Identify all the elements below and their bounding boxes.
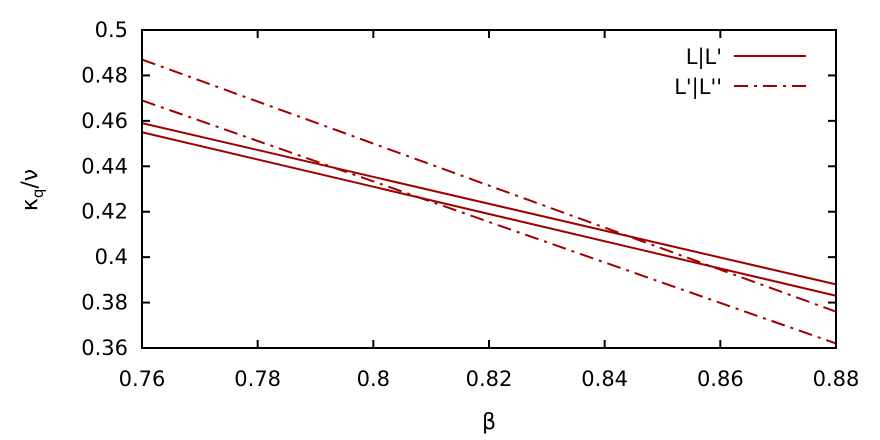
- y-axis-label-sub: q: [29, 189, 47, 199]
- y-tick-label: 0.42: [81, 200, 128, 224]
- x-tick-label: 0.84: [581, 367, 628, 391]
- y-tick-label: 0.4: [95, 245, 128, 269]
- x-tick-label: 0.86: [697, 367, 744, 391]
- series-line-2: [141, 131, 837, 297]
- axes-layer: 0.76 0.78 0.8 0.82 0.84 0.86 0.88 0.36 0.38 0.4 0.…: [81, 18, 859, 391]
- series-line-1: [141, 122, 837, 286]
- y-tick-label: 0.48: [81, 63, 128, 87]
- y-tick-label: 0.5: [95, 18, 128, 42]
- series-line-4: [141, 99, 837, 345]
- plot-frame: [141, 29, 837, 349]
- y-axis-label-main: κ: [18, 198, 43, 211]
- x-tick-label: 0.82: [466, 367, 513, 391]
- legend: L|L' L'|L'': [674, 45, 806, 100]
- y-tick-label: 0.44: [81, 154, 128, 178]
- series-layer: [141, 58, 837, 345]
- legend-label: L'|L'': [674, 75, 722, 100]
- x-axis-label: β: [482, 410, 496, 435]
- x-tick-label: 0.78: [234, 367, 281, 391]
- legend-label: L|L': [686, 45, 722, 70]
- x-tick-label: 0.88: [813, 367, 860, 391]
- y-axis-label: κq/ν: [18, 169, 47, 211]
- x-tick-label: 0.8: [357, 367, 390, 391]
- y-tick-label: 0.38: [81, 291, 128, 315]
- y-tick-label: 0.46: [81, 109, 128, 133]
- y-tick-label: 0.36: [81, 336, 128, 360]
- x-tick-label: 0.76: [119, 367, 166, 391]
- y-axis-label-tail: /ν: [18, 169, 43, 189]
- series-line-3: [141, 58, 837, 313]
